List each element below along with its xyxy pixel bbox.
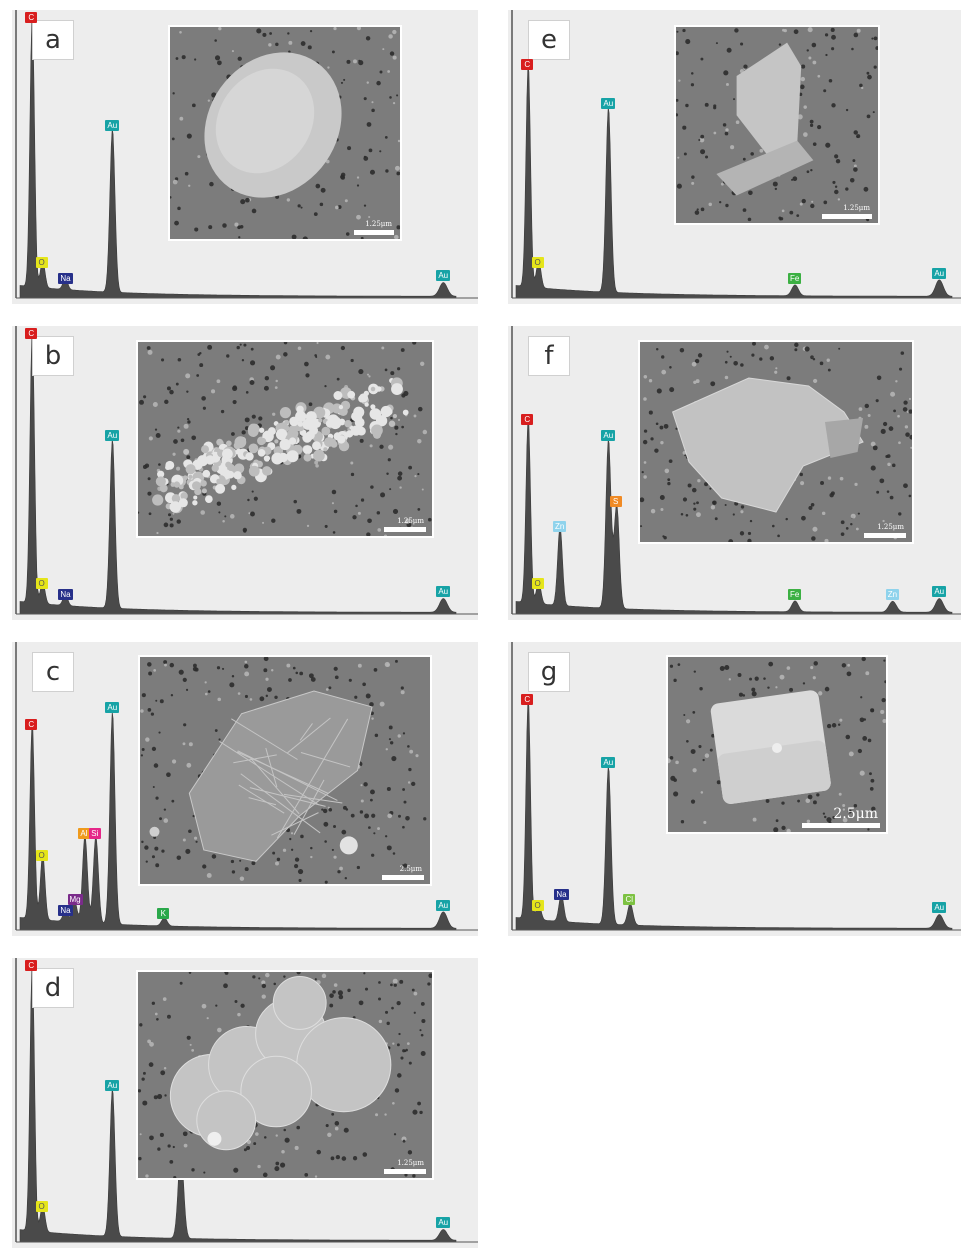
peak-label-o: O — [35, 578, 48, 590]
scale-bar-label: 1.25μm — [877, 523, 904, 531]
spectrum-line — [515, 418, 953, 615]
peak-label-c: C — [25, 960, 38, 971]
panel-letter: d — [32, 968, 74, 1008]
peak-label-o: O — [35, 850, 48, 862]
peak-label-au: Au — [436, 586, 451, 598]
sem-micrograph-graphic — [676, 27, 878, 223]
peak-label-au: Au — [601, 97, 616, 109]
scale-bar-label: 1.25μm — [397, 1159, 424, 1167]
spectrum-line — [19, 18, 457, 299]
peak-label-si: Si — [88, 828, 101, 840]
peak-label-au: Au — [436, 899, 451, 911]
sem-micrograph-graphic — [668, 657, 886, 832]
scale-bar-label: 2.5μm — [399, 865, 422, 873]
spectrum-plot — [15, 642, 478, 931]
eds-panel-d: dCOAuCaAu1.25μm — [12, 958, 478, 1248]
peak-label-au: Au — [436, 1217, 451, 1229]
scale-bar — [382, 875, 424, 880]
peak-label-o: O — [35, 256, 48, 268]
sem-micrograph-graphic — [640, 342, 912, 542]
peak-label-au: Au — [105, 430, 120, 442]
spectrum-plot — [511, 642, 961, 931]
spectrum-line — [19, 334, 457, 615]
peak-label-au: Au — [601, 430, 616, 442]
eds-panel-b: b C O Na Au Au 1.25μm — [12, 326, 478, 620]
sem-micrograph-graphic — [140, 657, 430, 884]
panel-letter: g — [528, 652, 570, 692]
peak-label-c: C — [25, 718, 38, 730]
eds-panel-f: f C O Zn Au S Fe Zn Au 1.25μm — [508, 326, 961, 620]
scale-bar-label: 2.5μm — [833, 806, 878, 822]
sem-image: 1.25μm — [136, 970, 434, 1180]
spectrum-plot — [511, 326, 961, 615]
eds-panel-a: a C O Na Au Au 1.25μm — [12, 10, 478, 304]
sem-image: 1.25μm — [638, 340, 914, 544]
spectrum-line — [19, 966, 457, 1243]
peak-label-mg: Mg — [67, 894, 83, 906]
panel-letter: e — [528, 20, 570, 60]
sem-micrograph-graphic — [138, 342, 432, 536]
eds-panel-c: c C O Na Mg Al Si Au K Au 2.5μm — [12, 642, 478, 936]
peak-label-au: Au — [932, 902, 947, 914]
peak-label-o: O — [531, 578, 544, 590]
peak-label-c: C — [521, 413, 534, 425]
peak-label-o: O — [35, 1201, 48, 1212]
sem-image: 1.25μm — [168, 25, 402, 241]
panel-letter: c — [32, 652, 74, 692]
spectrum-plot — [511, 10, 961, 299]
peak-label-na: Na — [58, 905, 73, 917]
sem-image: 2.5μm — [666, 655, 888, 834]
peak-label-c: C — [25, 328, 38, 339]
spectrum-line — [19, 711, 457, 931]
peak-label-al: Al — [77, 828, 90, 840]
sem-micrograph-graphic — [170, 27, 400, 239]
panel-letter: f — [528, 336, 570, 376]
peak-label-zn: Zn — [553, 520, 567, 532]
scale-bar — [864, 533, 906, 538]
peak-label-cl: Cl — [623, 894, 636, 906]
peak-label-na: Na — [554, 888, 569, 900]
peak-label-c: C — [521, 59, 534, 71]
spectrum-line — [515, 698, 953, 931]
peak-label-k: K — [157, 907, 170, 919]
scale-bar-label: 1.25μm — [843, 204, 870, 212]
peak-label-au: Au — [436, 270, 451, 282]
peak-label-na: Na — [58, 273, 73, 285]
scale-bar — [384, 1169, 426, 1174]
peak-label-o: O — [531, 256, 544, 268]
spectrum-line — [515, 64, 953, 299]
peak-label-au: Au — [105, 1079, 120, 1091]
peak-label-au: Au — [601, 757, 616, 769]
sem-micrograph-graphic — [138, 972, 432, 1178]
eds-panel-e: e C O Au Fe Au 1.25μm — [508, 10, 961, 304]
scale-bar — [384, 527, 426, 532]
spectrum-plot — [15, 326, 478, 615]
peak-label-au: Au — [105, 702, 120, 714]
peak-label-zn: Zn — [885, 589, 900, 601]
peak-label-s: S — [609, 495, 622, 507]
eds-panel-g: g C O Na Au Cl Au 2.5μm — [508, 642, 961, 936]
scale-bar-label: 1.25μm — [397, 517, 424, 525]
scale-bar — [802, 823, 880, 828]
peak-label-na: Na — [58, 589, 73, 601]
spectrum-plot — [15, 10, 478, 299]
scale-bar-label: 1.25μm — [365, 220, 392, 228]
panel-letter: a — [32, 20, 74, 60]
scale-bar — [354, 230, 394, 235]
peak-label-au: Au — [932, 267, 947, 279]
sem-image: 1.25μm — [674, 25, 880, 225]
panel-letter: b — [32, 336, 74, 376]
peak-label-c: C — [521, 694, 534, 706]
scale-bar — [822, 214, 872, 219]
peak-label-o: O — [531, 899, 544, 911]
peak-label-fe: Fe — [788, 273, 802, 285]
sem-image: 1.25μm — [136, 340, 434, 538]
spectrum-plot — [15, 958, 478, 1243]
peak-label-au: Au — [932, 586, 947, 598]
sem-image: 2.5μm — [138, 655, 432, 886]
peak-label-fe: Fe — [788, 589, 802, 601]
peak-label-au: Au — [105, 119, 120, 131]
peak-label-c: C — [25, 12, 38, 23]
